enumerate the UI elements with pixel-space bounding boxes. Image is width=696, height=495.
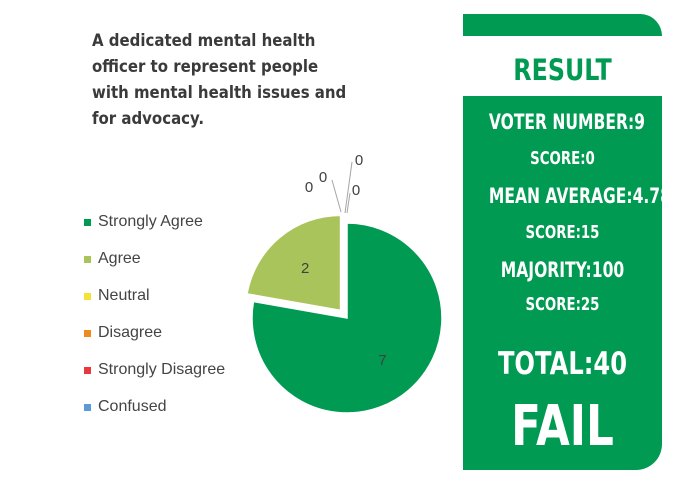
legend-swatch [84, 293, 91, 300]
legend-item-strongly-disagree: Strongly Disagree [84, 360, 225, 397]
legend-label: Agree [98, 250, 141, 267]
leader-line-disagree [331, 179, 342, 213]
score-majority: SCORE:25 [525, 294, 600, 315]
majority: MAJORITY:100 [500, 258, 625, 282]
verdict: FAIL [511, 394, 614, 459]
question-text: A dedicated mental health officer to rep… [92, 31, 347, 129]
score-mean: SCORE:15 [525, 222, 600, 243]
legend-item-confused: Confused [84, 397, 225, 434]
voter-number: VOTER NUMBER:9 [488, 110, 645, 134]
legend-swatch [84, 256, 91, 263]
mean-average: MEAN AVERAGE:4.78 [488, 184, 671, 208]
score-voter: SCORE:0 [530, 148, 595, 169]
data-label-disagree: 0 [319, 169, 327, 186]
legend-swatch [84, 367, 91, 374]
chart-legend: Strongly Agree Agree Neutral Disagree St… [84, 212, 225, 434]
leader-line-strongly-disagree [344, 161, 353, 214]
legend-label: Confused [98, 398, 167, 415]
data-label-agree: 2 [301, 260, 309, 277]
data-label-strongly-disagree: 0 [355, 152, 363, 169]
data-label-confused: 0 [352, 182, 360, 199]
legend-item-agree: Agree [84, 249, 225, 286]
data-label-strongly-agree: 7 [378, 352, 386, 369]
leader-line-confused [346, 192, 351, 214]
legend-swatch [84, 330, 91, 337]
legend-label: Strongly Agree [98, 213, 203, 230]
result-panel: VOTER NUMBER:9 SCORE:0 MEAN AVERAGE:4.78… [463, 96, 671, 470]
legend-item-neutral: Neutral [84, 286, 225, 323]
pie-slice-strongly-agree [251, 222, 443, 414]
pie-slice-agree [246, 214, 342, 312]
legend-label: Neutral [98, 287, 150, 304]
result-header-bar [463, 14, 662, 36]
legend-label: Disagree [98, 324, 163, 341]
legend-item-disagree: Disagree [84, 323, 225, 360]
legend-item-strongly-agree: Strongly Agree [84, 212, 225, 249]
legend-label: Strongly Disagree [98, 361, 226, 378]
legend-swatch [84, 219, 91, 226]
result-title: RESULT [513, 53, 612, 87]
legend-swatch [84, 404, 91, 411]
total: TOTAL:40 [497, 346, 628, 382]
data-label-neutral: 0 [305, 179, 313, 196]
